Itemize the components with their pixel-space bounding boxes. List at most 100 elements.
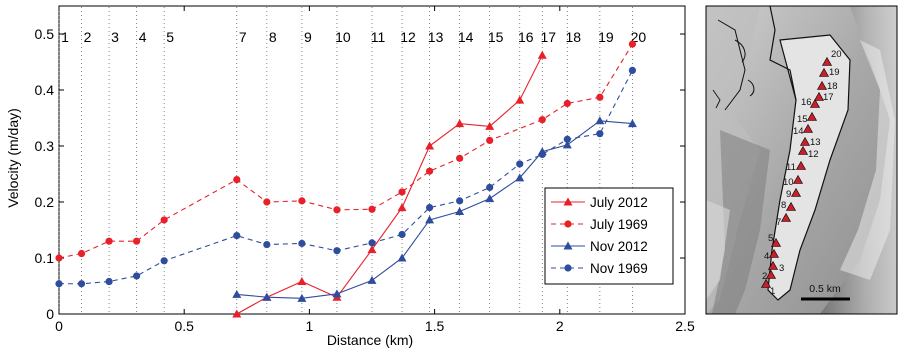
plot-area: 1 2 3 4 5 7 8 9 10 11 12 13 14 15 16 17 18 19 200 0.5 1 1.5 2 2… bbox=[35, 5, 695, 334]
legend-marker bbox=[564, 264, 572, 272]
map-station-label: 15 bbox=[797, 114, 808, 125]
data-point bbox=[397, 203, 407, 212]
data-point bbox=[627, 119, 637, 128]
legend-marker bbox=[563, 197, 573, 206]
map-terrain bbox=[706, 6, 897, 314]
data-point bbox=[538, 116, 546, 124]
y-tick-label: 0.1 bbox=[35, 250, 55, 266]
station-label: 8 bbox=[269, 29, 277, 45]
station-label: 10 bbox=[335, 29, 351, 45]
y-tick-label: 0.5 bbox=[35, 26, 55, 42]
map-station-marker bbox=[770, 237, 782, 247]
data-point bbox=[563, 135, 571, 143]
map-station-marker bbox=[767, 260, 779, 270]
y-tick-label: 0.2 bbox=[35, 194, 55, 210]
data-point bbox=[77, 249, 86, 258]
legend-label: Nov 1969 bbox=[590, 261, 648, 276]
data-point bbox=[455, 119, 465, 128]
station-label: 11 bbox=[371, 29, 386, 45]
data-point bbox=[233, 232, 241, 240]
scale-bar-label: 0.5 km bbox=[809, 283, 841, 295]
data-point bbox=[333, 206, 341, 214]
data-point bbox=[333, 247, 341, 255]
station-label: 7 bbox=[239, 29, 247, 45]
x-tick-label: 0 bbox=[55, 318, 63, 334]
data-point bbox=[515, 95, 525, 104]
data-point bbox=[232, 309, 242, 318]
x-tick-label: 0.5 bbox=[174, 318, 194, 334]
data-point bbox=[398, 188, 406, 196]
station-label: 16 bbox=[518, 29, 534, 45]
data-point bbox=[456, 154, 464, 162]
map-station-label: 4 bbox=[764, 251, 769, 262]
y-tick-label: 0 bbox=[46, 306, 54, 322]
x-tick-label: 1.5 bbox=[425, 318, 445, 334]
data-point bbox=[368, 239, 376, 247]
map-station-label: 7 bbox=[776, 217, 781, 228]
map-station-marker bbox=[809, 98, 821, 108]
data-point bbox=[298, 197, 306, 205]
map-station-label: 16 bbox=[801, 97, 812, 108]
station-label: 3 bbox=[111, 29, 119, 45]
legend-label: Nov 2012 bbox=[590, 239, 648, 254]
data-point bbox=[105, 237, 113, 245]
data-point bbox=[397, 253, 407, 262]
data-point bbox=[105, 277, 113, 286]
map-station-marker bbox=[813, 91, 825, 101]
x-axis-label: Distance (km) bbox=[327, 332, 413, 348]
data-point bbox=[77, 280, 86, 288]
data-point bbox=[425, 215, 435, 224]
data-point bbox=[262, 292, 272, 301]
map-station-label: 12 bbox=[808, 149, 819, 160]
station-label: 13 bbox=[428, 29, 444, 45]
map-station-marker bbox=[802, 123, 814, 133]
map-station-label: 11 bbox=[786, 162, 796, 173]
data-point bbox=[298, 239, 306, 248]
map-station-marker bbox=[797, 145, 809, 155]
data-point bbox=[398, 230, 406, 239]
map-station-label: 1 bbox=[770, 286, 775, 297]
data-point bbox=[596, 130, 604, 138]
data-point bbox=[263, 240, 271, 249]
station-label: 2 bbox=[84, 29, 92, 45]
map-station-marker bbox=[780, 212, 792, 222]
map-station-label: 17 bbox=[823, 92, 834, 103]
map-station-marker bbox=[818, 67, 830, 77]
data-point bbox=[596, 93, 604, 101]
map-station-label: 20 bbox=[831, 49, 842, 60]
data-point bbox=[425, 141, 435, 150]
data-point bbox=[456, 197, 464, 205]
data-point bbox=[55, 254, 63, 262]
map-station-label: 14 bbox=[793, 126, 804, 137]
station-label: 14 bbox=[458, 29, 474, 45]
station-label: 15 bbox=[488, 29, 504, 45]
map-station-label: 10 bbox=[783, 177, 794, 188]
station-label: 12 bbox=[400, 29, 416, 45]
data-point bbox=[133, 272, 141, 280]
data-point bbox=[297, 277, 307, 286]
data-point bbox=[628, 66, 637, 74]
data-point bbox=[486, 136, 494, 144]
station-label: 19 bbox=[598, 29, 614, 45]
data-point bbox=[485, 194, 495, 203]
map-station-label: 19 bbox=[829, 67, 840, 78]
legend-marker bbox=[564, 220, 572, 228]
data-point bbox=[538, 150, 546, 158]
data-point bbox=[263, 198, 271, 206]
series-line bbox=[236, 120, 633, 299]
series-line bbox=[58, 43, 633, 259]
station-label: 4 bbox=[139, 29, 147, 45]
map-station-marker bbox=[765, 269, 777, 279]
map-station-marker bbox=[790, 187, 802, 197]
data-point bbox=[516, 160, 524, 168]
data-point bbox=[160, 216, 168, 224]
map-station-label: 9 bbox=[786, 189, 791, 200]
scale-bar: 0.5 km bbox=[801, 283, 850, 301]
data-point bbox=[515, 173, 525, 182]
data-point bbox=[368, 205, 376, 213]
y-axis-label: Velocity (m/day) bbox=[5, 108, 21, 208]
data-point bbox=[562, 140, 572, 149]
map-station-marker bbox=[768, 248, 780, 258]
